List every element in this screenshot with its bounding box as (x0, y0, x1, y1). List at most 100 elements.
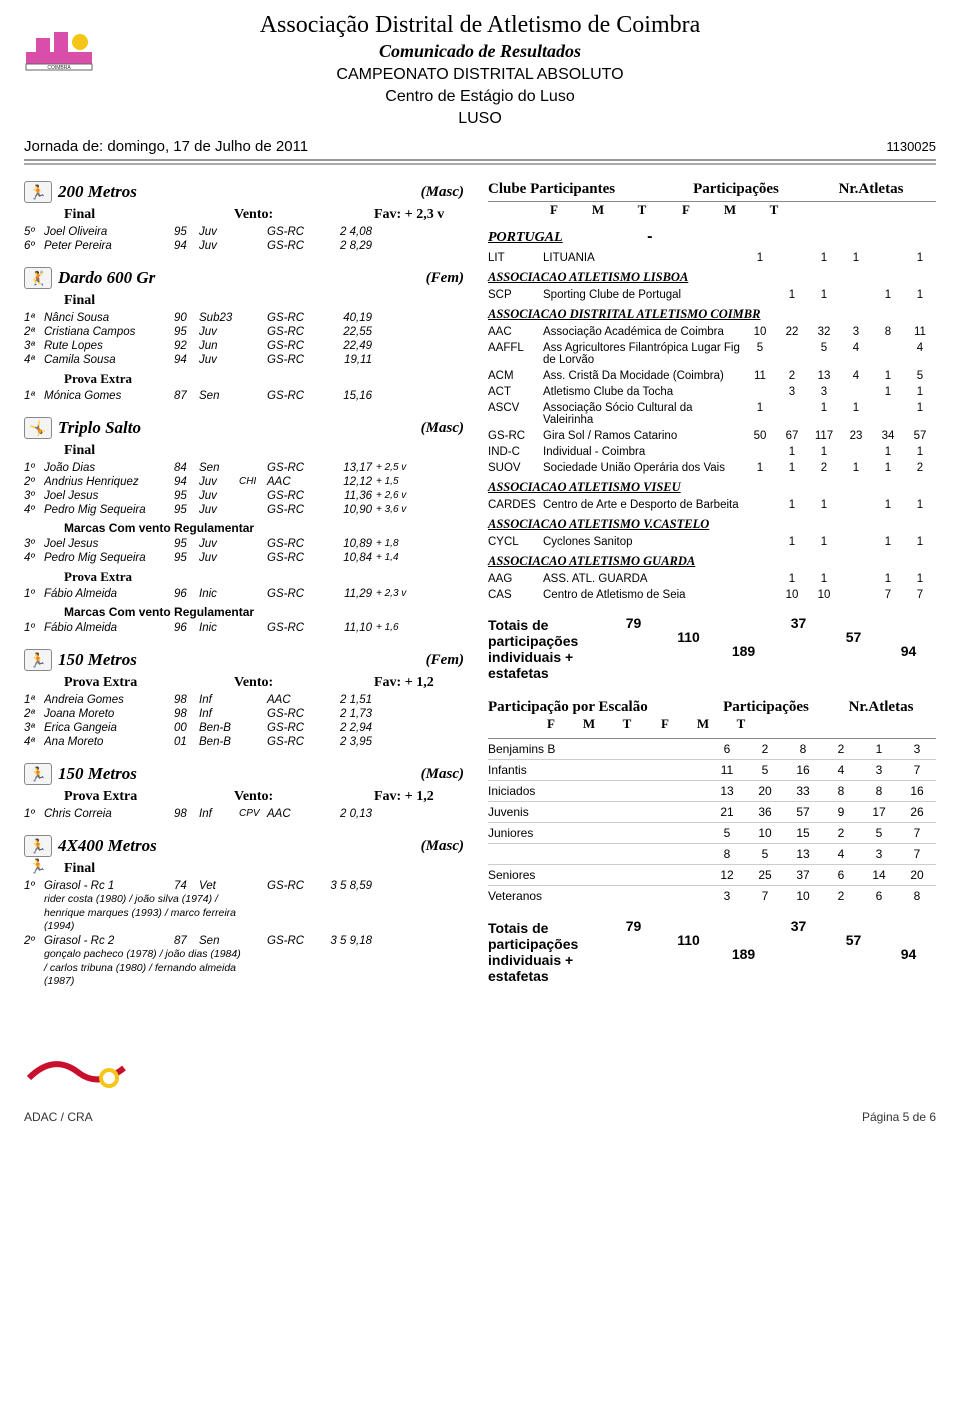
footer-page: Página 5 de 6 (862, 1110, 936, 1124)
escalao-name: Benjamins B (488, 742, 708, 756)
subtitle-campeonato: CAMPEONATO DISTRITAL ABSOLUTO (24, 66, 936, 84)
club-code: AAFFL (488, 342, 543, 354)
club-count: 8 (872, 326, 904, 338)
year: 95 (174, 504, 199, 516)
position: 1º (24, 588, 44, 600)
club-count: 1 (776, 573, 808, 585)
nationality: CPV (239, 808, 267, 820)
nationality (239, 312, 267, 324)
club-count: 11 (904, 326, 936, 338)
athlete-name: Joana Moreto (44, 708, 174, 720)
escalao-value: 57 (784, 805, 822, 819)
year: 92 (174, 340, 199, 352)
totals-label: Totais de participações individuais + es… (488, 617, 606, 681)
club-count: 1 (776, 499, 808, 511)
escalao-row: Infantis11516437 (488, 759, 936, 780)
escalao-value: 14 (860, 868, 898, 882)
club-code: LIT (488, 252, 543, 264)
athlete-name: Nânci Sousa (44, 312, 174, 324)
club-code: GS-RC (267, 708, 317, 720)
escalao-value: 37 (784, 868, 822, 882)
result-row: 1ªMónica Gomes87SenGS-RC15,16 (24, 389, 464, 403)
position: 6º (24, 240, 44, 252)
column-f: F (664, 202, 708, 218)
escalao-value: 8 (784, 742, 822, 756)
club-code: CYCL (488, 536, 543, 548)
result-row: 1ºFábio Almeida96InicGS-RC11,29+ 2,3 v (24, 587, 464, 601)
escalao-value: 17 (860, 805, 898, 819)
year: 95 (174, 326, 199, 338)
club-code: GS-RC (267, 588, 317, 600)
result-row: 3ºJoel Jesus95JuvGS-RC11,36+ 2,6 v (24, 489, 464, 503)
escalao-value: 15 (784, 826, 822, 840)
column-t: T (722, 716, 760, 732)
club-code: SUOV (488, 462, 543, 474)
total-t-part: 189 (716, 643, 771, 659)
event-gender: (Masc) (421, 766, 464, 783)
escalao-value: 8 (860, 784, 898, 798)
athlete-name: Peter Pereira (44, 240, 174, 252)
category: Ben-B (199, 722, 239, 734)
result-row: 2ªJoana Moreto98InfGS-RC2 1,73 (24, 707, 464, 721)
club-code: GS-RC (267, 880, 317, 892)
nationality (239, 880, 267, 892)
escalao-row: Benjamins B628213 (488, 738, 936, 759)
position: 4ª (24, 736, 44, 748)
year: 74 (174, 880, 199, 892)
event-title: 4X400 Metros (58, 836, 415, 856)
position: 1º (24, 462, 44, 474)
result-row: 4ªCamila Sousa94JuvGS-RC19,11 (24, 353, 464, 367)
club-count: 1 (840, 462, 872, 474)
year: 96 (174, 588, 199, 600)
escalao-row: Iniciados1320338816 (488, 780, 936, 801)
escalao-value: 6 (860, 889, 898, 903)
escalao-row: Veteranos3710268 (488, 885, 936, 906)
athlete-name: Rute Lopes (44, 340, 174, 352)
nationality (239, 694, 267, 706)
club-row: ACMAss. Cristã Da Mocidade (Coimbra)1121… (488, 368, 936, 384)
wind (372, 880, 417, 892)
year: 98 (174, 694, 199, 706)
column-m: M (570, 716, 608, 732)
escalao-value: 4 (822, 763, 860, 777)
wind (372, 722, 417, 734)
result-row: 1ºChris Correia98InfCPVAAC2 0,13 (24, 807, 464, 821)
category: Inic (199, 622, 239, 634)
escalao-value: 2 (822, 742, 860, 756)
year: 94 (174, 354, 199, 366)
escalao-value: 8 (708, 847, 746, 861)
year: 95 (174, 226, 199, 238)
club-name: Atletismo Clube da Tocha (543, 386, 744, 398)
fav-label: Fav: + 1,2 (374, 675, 434, 691)
club-count: 4 (840, 342, 872, 354)
nationality (239, 354, 267, 366)
club-code: AAC (267, 808, 317, 820)
club-count: 1 (904, 499, 936, 511)
year: 00 (174, 722, 199, 734)
escalao-name: Infantis (488, 763, 708, 777)
escalao-row: Juvenis21365791726 (488, 801, 936, 822)
escalao-name: Seniores (488, 868, 708, 882)
club-count: 1 (872, 289, 904, 301)
club-code: CARDES (488, 499, 543, 511)
club-count: 67 (776, 430, 808, 442)
nationality (239, 226, 267, 238)
club-code: GS-RC (267, 622, 317, 634)
nationality (239, 935, 267, 947)
club-count: 117 (808, 430, 840, 442)
club-code: AAG (488, 573, 543, 585)
club-code: GS-RC (267, 935, 317, 947)
category: Ben-B (199, 736, 239, 748)
club-count: 1 (872, 573, 904, 585)
club-count: 1 (904, 573, 936, 585)
club-code: GS-RC (267, 354, 317, 366)
nationality (239, 552, 267, 564)
relay-icon: 🏃🏃 (24, 835, 52, 857)
club-count: 1 (776, 289, 808, 301)
escalao-value: 8 (822, 784, 860, 798)
club-row: LITLITUANIA1111 (488, 250, 936, 266)
escalao-value: 36 (746, 805, 784, 819)
athlete-name: Girasol - Rc 1 (44, 880, 174, 892)
club-count: 4 (904, 342, 936, 354)
prova-extra-label: Prova Extra (64, 789, 234, 805)
